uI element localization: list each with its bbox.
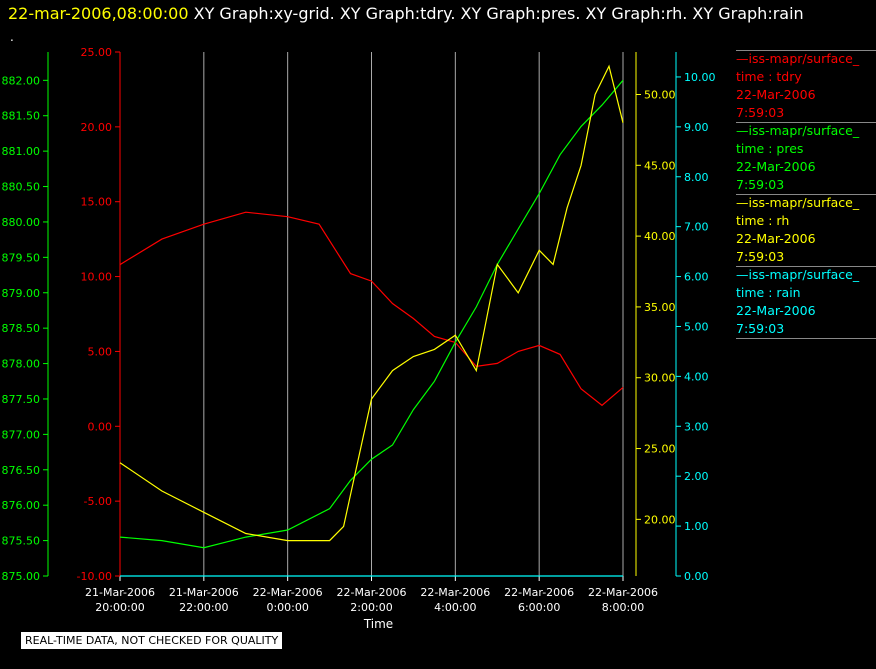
legend-date: 22-Mar-2006 bbox=[736, 231, 816, 246]
x-tick-label-date: 21-Mar-2006 bbox=[169, 586, 239, 599]
tdry-y-tick-label: 0.00 bbox=[88, 420, 113, 433]
legend-separator bbox=[736, 194, 876, 195]
pres-y-tick-label: 879.00 bbox=[2, 287, 41, 300]
legend-entry: —iss-mapr/surface_time : tdry 22-Mar-2006… bbox=[736, 50, 876, 122]
marker-dot: . bbox=[10, 30, 14, 44]
pres-y-tick-label: 878.00 bbox=[2, 358, 41, 371]
pres-y-tick-label: 875.00 bbox=[2, 570, 41, 583]
pres-y-tick-label: 877.50 bbox=[2, 393, 41, 406]
pres-y-tick-label: 881.50 bbox=[2, 110, 41, 123]
rh-y-tick-label: 20.00 bbox=[644, 513, 676, 526]
legend-source: —iss-mapr/surface_ bbox=[736, 195, 860, 210]
legend-time: 7:59:03 bbox=[736, 249, 785, 264]
legend-source: —iss-mapr/surface_ bbox=[736, 51, 860, 66]
legend-time: 7:59:03 bbox=[736, 177, 785, 192]
header-title: 22-mar-2006,08:00:00 XY Graph:xy-grid. X… bbox=[8, 4, 804, 23]
pres-y-tick-label: 875.50 bbox=[2, 535, 41, 548]
x-tick-label-time: 2:00:00 bbox=[350, 601, 392, 614]
rain-y-tick-label: 0.00 bbox=[684, 570, 709, 583]
x-tick-label-time: 20:00:00 bbox=[95, 601, 144, 614]
rh-y-tick-label: 30.00 bbox=[644, 372, 676, 385]
legend-separator bbox=[736, 266, 876, 267]
tdry-y-tick-label: 20.00 bbox=[81, 121, 113, 134]
tdry-y-tick-label: -5.00 bbox=[84, 495, 112, 508]
header-graph-list: XY Graph:xy-grid. XY Graph:tdry. XY Grap… bbox=[193, 4, 804, 23]
x-tick-label-date: 22-Mar-2006 bbox=[504, 586, 574, 599]
x-tick-label-date: 22-Mar-2006 bbox=[588, 586, 658, 599]
legend-variable: time : pres bbox=[736, 141, 804, 156]
legend-entry: —iss-mapr/surface_time : rh 22-Mar-2006 7:… bbox=[736, 194, 876, 266]
pres-y-tick-label: 881.00 bbox=[2, 145, 41, 158]
pres-y-tick-label: 882.00 bbox=[2, 74, 41, 87]
pres-y-tick-label: 878.50 bbox=[2, 322, 41, 335]
x-tick-label-date: 22-Mar-2006 bbox=[337, 586, 407, 599]
x-tick-label-date: 21-Mar-2006 bbox=[85, 586, 155, 599]
pres-y-tick-label: 880.50 bbox=[2, 181, 41, 194]
rain-y-tick-label: 6.00 bbox=[684, 271, 709, 284]
rain-y-tick-label: 7.00 bbox=[684, 221, 709, 234]
rain-y-tick-label: 3.00 bbox=[684, 420, 709, 433]
x-tick-label-time: 6:00:00 bbox=[518, 601, 560, 614]
legend-separator bbox=[736, 50, 876, 51]
rain-y-tick-label: 5.00 bbox=[684, 320, 709, 333]
rain-y-tick-label: 1.00 bbox=[684, 520, 709, 533]
pres-y-tick-label: 876.00 bbox=[2, 499, 41, 512]
x-tick-label-time: 0:00:00 bbox=[266, 601, 308, 614]
legend-source: —iss-mapr/surface_ bbox=[736, 267, 860, 282]
rain-y-tick-label: 4.00 bbox=[684, 370, 709, 383]
x-axis-label: Time bbox=[363, 617, 393, 631]
rh-y-tick-label: 40.00 bbox=[644, 230, 676, 243]
tdry-y-tick-label: 10.00 bbox=[81, 271, 113, 284]
legend-time: 7:59:03 bbox=[736, 105, 785, 120]
legend-time: 7:59:03 bbox=[736, 321, 785, 336]
pres-y-tick-label: 880.00 bbox=[2, 216, 41, 229]
legend-entry: —iss-mapr/surface_time : pres 22-Mar-2006… bbox=[736, 122, 876, 194]
rh-y-tick-label: 45.00 bbox=[644, 159, 676, 172]
tdry-y-tick-label: 15.00 bbox=[81, 196, 113, 209]
tdry-series-line bbox=[119, 211, 624, 407]
x-tick-label-time: 22:00:00 bbox=[179, 601, 228, 614]
legend-date: 22-Mar-2006 bbox=[736, 303, 816, 318]
legend-entry: —iss-mapr/surface_time : rain 22-Mar-2006… bbox=[736, 266, 876, 338]
tdry-y-tick-label: 5.00 bbox=[88, 345, 113, 358]
legend-variable: time : tdry bbox=[736, 69, 802, 84]
x-tick-label-time: 8:00:00 bbox=[602, 601, 644, 614]
x-tick-label-date: 22-Mar-2006 bbox=[420, 586, 490, 599]
pres-y-tick-label: 876.50 bbox=[2, 464, 41, 477]
rh-series-line bbox=[119, 64, 624, 542]
legend-variable: time : rh bbox=[736, 213, 790, 228]
pres-y-tick-label: 877.00 bbox=[2, 428, 41, 441]
rain-y-tick-label: 8.00 bbox=[684, 171, 709, 184]
tdry-y-tick-label: -10.00 bbox=[77, 570, 112, 583]
legend-separator bbox=[736, 122, 876, 123]
x-tick-label-time: 4:00:00 bbox=[434, 601, 476, 614]
rh-y-tick-label: 35.00 bbox=[644, 301, 676, 314]
quality-warning-label: REAL-TIME DATA, NOT CHECKED FOR QUALITY bbox=[20, 631, 284, 650]
header-time: 22-mar-2006,08:00:00 bbox=[8, 4, 189, 23]
rain-y-tick-label: 10.00 bbox=[684, 71, 716, 84]
rain-y-tick-label: 2.00 bbox=[684, 470, 709, 483]
legend-variable: time : rain bbox=[736, 285, 801, 300]
rh-y-tick-label: 25.00 bbox=[644, 443, 676, 456]
pres-series-line bbox=[119, 79, 624, 549]
rh-y-tick-label: 50.00 bbox=[644, 88, 676, 101]
pres-y-tick-label: 879.50 bbox=[2, 251, 41, 264]
x-tick-label-date: 22-Mar-2006 bbox=[253, 586, 323, 599]
rain-y-tick-label: 9.00 bbox=[684, 121, 709, 134]
legend-date: 22-Mar-2006 bbox=[736, 87, 816, 102]
legend-date: 22-Mar-2006 bbox=[736, 159, 816, 174]
tdry-y-tick-label: 25.00 bbox=[81, 46, 113, 59]
legend-source: —iss-mapr/surface_ bbox=[736, 123, 860, 138]
